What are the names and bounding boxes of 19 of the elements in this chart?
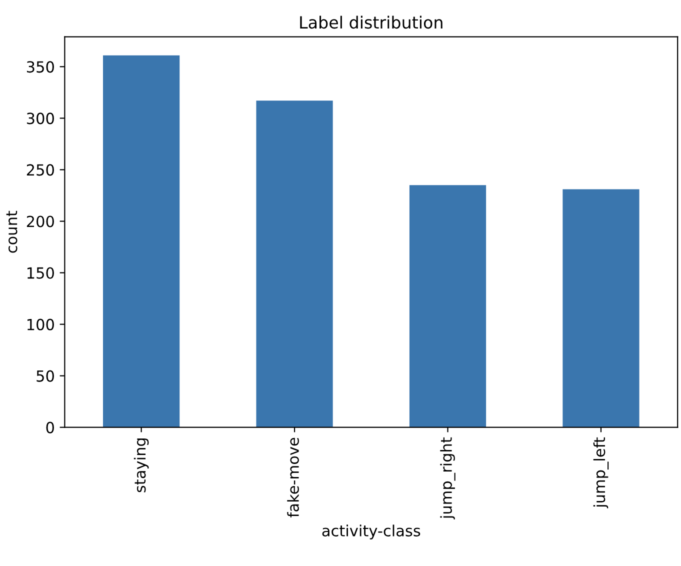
x-axis-title: activity-class <box>322 524 420 540</box>
y-tick-label: 50 <box>36 370 54 382</box>
x-tick-label: jump_left <box>593 437 609 508</box>
bar <box>103 55 180 428</box>
y-tick-label: 350 <box>26 61 54 73</box>
x-tick-label: staying <box>134 438 149 492</box>
y-tick-label: 300 <box>26 112 54 124</box>
y-tick-label: 150 <box>27 267 54 279</box>
y-tick-label: 100 <box>27 318 54 330</box>
y-tick-label: 250 <box>26 164 54 176</box>
bar <box>409 185 486 428</box>
y-tick-label: 0 <box>46 422 54 434</box>
y-axis-title: count <box>6 210 18 253</box>
bar <box>562 189 640 428</box>
x-tick-label: jump_right <box>440 437 456 520</box>
x-tick-label: fake-move <box>287 438 299 518</box>
chart-title: Label distribution <box>300 16 442 29</box>
y-tick-label: 200 <box>26 216 54 228</box>
bar <box>256 100 333 428</box>
